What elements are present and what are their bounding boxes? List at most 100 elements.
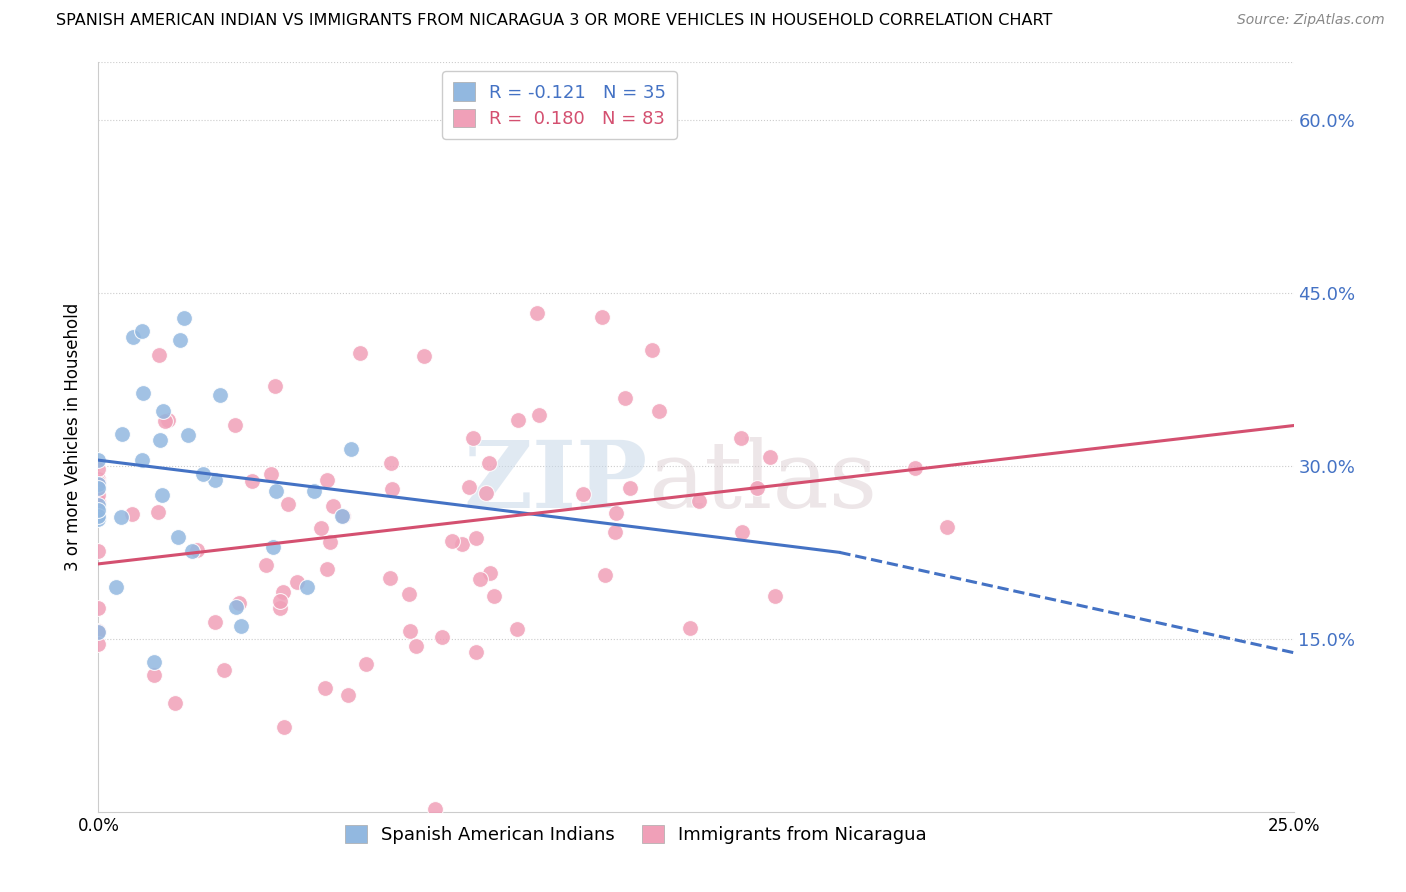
Point [572, 487, 595, 501]
Point [173, 310, 195, 325]
Point [285, 574, 308, 589]
Point [121, 507, 143, 521]
Text: Source: ZipAtlas.com: Source: ZipAtlas.com [1237, 13, 1385, 28]
Point [262, 540, 284, 554]
Point [264, 483, 287, 498]
Point [314, 681, 336, 695]
Point [474, 485, 496, 500]
Point [148, 348, 170, 362]
Point [591, 310, 613, 324]
Point [142, 667, 165, 681]
Point [153, 414, 176, 428]
Point [177, 428, 200, 442]
Point [440, 533, 463, 548]
Point [311, 521, 333, 535]
Point [150, 488, 173, 502]
Point [605, 507, 627, 521]
Point [337, 688, 360, 702]
Point [465, 645, 488, 659]
Point [87, 472, 110, 486]
Point [936, 520, 959, 534]
Point [152, 403, 174, 417]
Point [603, 525, 626, 540]
Point [730, 524, 752, 539]
Point [688, 494, 710, 508]
Point [758, 450, 780, 464]
Point [166, 530, 188, 544]
Point [87, 488, 110, 502]
Point [87, 475, 110, 490]
Legend: Spanish American Indians, Immigrants from Nicaragua: Spanish American Indians, Immigrants fro… [339, 818, 934, 851]
Point [87, 624, 110, 639]
Point [212, 663, 235, 677]
Point [463, 431, 485, 445]
Point [149, 433, 172, 447]
Point [295, 580, 318, 594]
Text: SPANISH AMERICAN INDIAN VS IMMIGRANTS FROM NICARAGUA 3 OR MORE VEHICLES IN HOUSE: SPANISH AMERICAN INDIAN VS IMMIGRANTS FR… [56, 13, 1053, 29]
Point [432, 630, 454, 644]
Point [277, 497, 299, 511]
Y-axis label: 3 or more Vehicles in Household: 3 or more Vehicles in Household [65, 303, 83, 571]
Point [398, 586, 420, 600]
Point [228, 596, 250, 610]
Point [273, 720, 295, 734]
Point [229, 618, 252, 632]
Point [641, 343, 664, 357]
Point [87, 601, 110, 615]
Point [319, 534, 342, 549]
Point [763, 589, 786, 603]
Point [181, 544, 204, 558]
Point [423, 802, 446, 816]
Point [904, 460, 927, 475]
Point [451, 537, 474, 551]
Point [148, 505, 170, 519]
Point [209, 388, 232, 402]
Point [332, 508, 354, 523]
Point [273, 585, 295, 599]
Point [381, 482, 404, 496]
Point [87, 498, 110, 512]
Point [730, 431, 752, 445]
Point [465, 531, 488, 545]
Point [380, 456, 402, 470]
Point [470, 572, 492, 586]
Point [413, 349, 436, 363]
Point [398, 624, 420, 638]
Point [186, 543, 208, 558]
Point [478, 456, 501, 470]
Point [224, 418, 246, 433]
Point [613, 391, 636, 405]
Point [458, 480, 481, 494]
Point [169, 334, 191, 348]
Point [204, 473, 226, 487]
Point [191, 467, 214, 482]
Point [405, 639, 427, 653]
Point [240, 474, 263, 488]
Text: ZIP: ZIP [464, 437, 648, 527]
Point [87, 477, 110, 491]
Point [87, 624, 110, 638]
Point [747, 481, 769, 495]
Point [378, 571, 401, 585]
Text: atlas: atlas [648, 437, 877, 527]
Point [479, 566, 502, 580]
Point [165, 696, 187, 710]
Point [87, 637, 110, 651]
Point [619, 481, 641, 495]
Point [87, 508, 110, 523]
Point [111, 427, 134, 442]
Point [349, 346, 371, 360]
Point [131, 324, 153, 338]
Point [529, 408, 551, 422]
Point [110, 509, 132, 524]
Point [506, 413, 529, 427]
Point [322, 500, 344, 514]
Point [340, 442, 363, 456]
Point [679, 621, 702, 635]
Point [87, 494, 110, 508]
Point [647, 404, 669, 418]
Point [87, 481, 110, 495]
Point [593, 568, 616, 582]
Point [269, 600, 291, 615]
Point [121, 330, 143, 344]
